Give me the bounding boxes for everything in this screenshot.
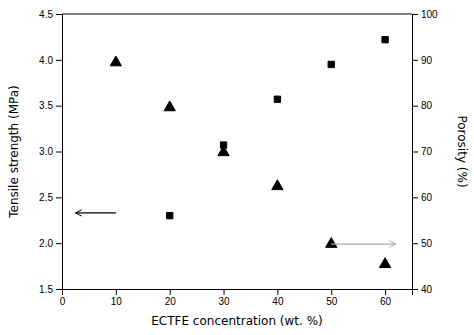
y-tick-label: 2.5: [39, 192, 53, 203]
series-1: [110, 56, 391, 267]
x-tick-label: 0: [60, 296, 66, 307]
y2-axis: 40 50 60 70 80 90 100: [412, 9, 438, 295]
point: [218, 146, 229, 156]
point: [167, 213, 173, 219]
x-tick: 20: [165, 289, 177, 307]
y-tick-label: 3.0: [39, 146, 53, 157]
y2-tick-mark: [412, 106, 418, 107]
y2-tick: 40: [412, 284, 433, 295]
x-tick-mark: [277, 289, 278, 295]
y2-tick: 60: [412, 192, 433, 203]
x-axis: 0 10 20 30 40 50 60: [60, 289, 413, 307]
y-tick: 2.5: [39, 192, 62, 203]
point: [379, 258, 390, 268]
point: [326, 238, 337, 248]
y-axis: 1.5 2.0 2.5 3.0 3.5 4.0 4.5: [39, 9, 62, 295]
y2-tick: 80: [412, 100, 433, 111]
y2-tick-mark: [412, 197, 418, 198]
point: [110, 56, 121, 66]
plot-frame: [62, 14, 412, 15]
y2-tick-label: 90: [421, 55, 433, 66]
point: [382, 37, 388, 43]
y-tick: 4.5: [39, 9, 62, 20]
y2-tick-label: 100: [421, 9, 438, 20]
y-axis-line: [56, 15, 63, 290]
series-0: [167, 37, 389, 219]
y-tick-mark: [56, 152, 62, 153]
x-tick-mark: [385, 289, 386, 295]
point: [272, 180, 283, 190]
x-tick-mark: [116, 289, 117, 295]
y-tick-mark: [56, 60, 62, 61]
y2-tick-mark: [412, 289, 418, 290]
y-tick: 1.5: [39, 284, 62, 295]
x-tick-label: 10: [111, 296, 123, 307]
x-tick-mark: [170, 289, 171, 295]
point: [328, 61, 334, 67]
point: [274, 96, 280, 102]
y-tick-label: 4.5: [39, 9, 53, 20]
y2-tick-label: 60: [421, 192, 433, 203]
y-tick: 3.5: [39, 100, 62, 111]
arrow: [331, 243, 396, 244]
arrow: [75, 212, 115, 213]
y2-axis-line: [413, 15, 419, 290]
x-tick: 60: [380, 289, 392, 307]
y2-tick-label: 50: [421, 238, 433, 249]
y-tick: 2.0: [39, 238, 62, 249]
x-tick: 30: [218, 289, 230, 307]
x-axis-title: ECTFE concentration (wt. %): [151, 314, 322, 328]
y2-tick: 70: [412, 146, 433, 157]
x-tick: 40: [272, 289, 284, 307]
y-tick-mark: [56, 289, 62, 290]
plot-area: 0 10 20 30 40 50 60 1.5 2.0 2.5 3.0 3.5 4.0 4.5 40 50 60…: [7, 9, 469, 328]
y2-tick-label: 40: [421, 284, 433, 295]
y2-tick-mark: [412, 243, 418, 244]
y2-axis-title: Porosity (%): [455, 115, 469, 187]
x-tick-label: 20: [165, 296, 177, 307]
y2-tick-mark: [412, 14, 418, 15]
y-tick-mark: [56, 243, 62, 244]
y-tick: 4.0: [39, 55, 62, 66]
y2-tick: 90: [412, 55, 433, 66]
x-tick-label: 30: [218, 296, 230, 307]
x-tick-mark: [331, 289, 332, 295]
y-tick: 3.0: [39, 146, 62, 157]
y2-tick: 100: [412, 9, 438, 20]
y-axis-title: Tensile strength (MPa): [7, 85, 21, 219]
marks: [75, 37, 395, 268]
x-tick: 0: [60, 289, 66, 307]
x-axis-line: [63, 290, 413, 296]
x-tick: 10: [111, 289, 123, 307]
y-tick-label: 4.0: [39, 55, 53, 66]
y-tick-mark: [56, 14, 62, 15]
chart-svg: 0 10 20 30 40 50 60 1.5 2.0 2.5 3.0 3.5 4.0 4.5 40 50 60…: [0, 0, 474, 335]
x-tick-mark: [224, 289, 225, 295]
y2-tick-label: 80: [421, 100, 433, 111]
y-tick-label: 1.5: [39, 284, 53, 295]
y2-tick-mark: [412, 152, 418, 153]
y2-tick-label: 70: [421, 146, 433, 157]
x-tick: 50: [326, 289, 338, 307]
x-tick-label: 60: [380, 296, 392, 307]
y-tick-mark: [56, 197, 62, 198]
y-tick-label: 2.0: [39, 238, 53, 249]
x-tick-label: 40: [272, 296, 284, 307]
y2-tick: 50: [412, 238, 433, 249]
x-tick-label: 50: [326, 296, 338, 307]
y-tick-label: 3.5: [39, 100, 53, 111]
y-tick-mark: [56, 106, 62, 107]
point: [164, 101, 175, 111]
y2-tick-mark: [412, 60, 418, 61]
